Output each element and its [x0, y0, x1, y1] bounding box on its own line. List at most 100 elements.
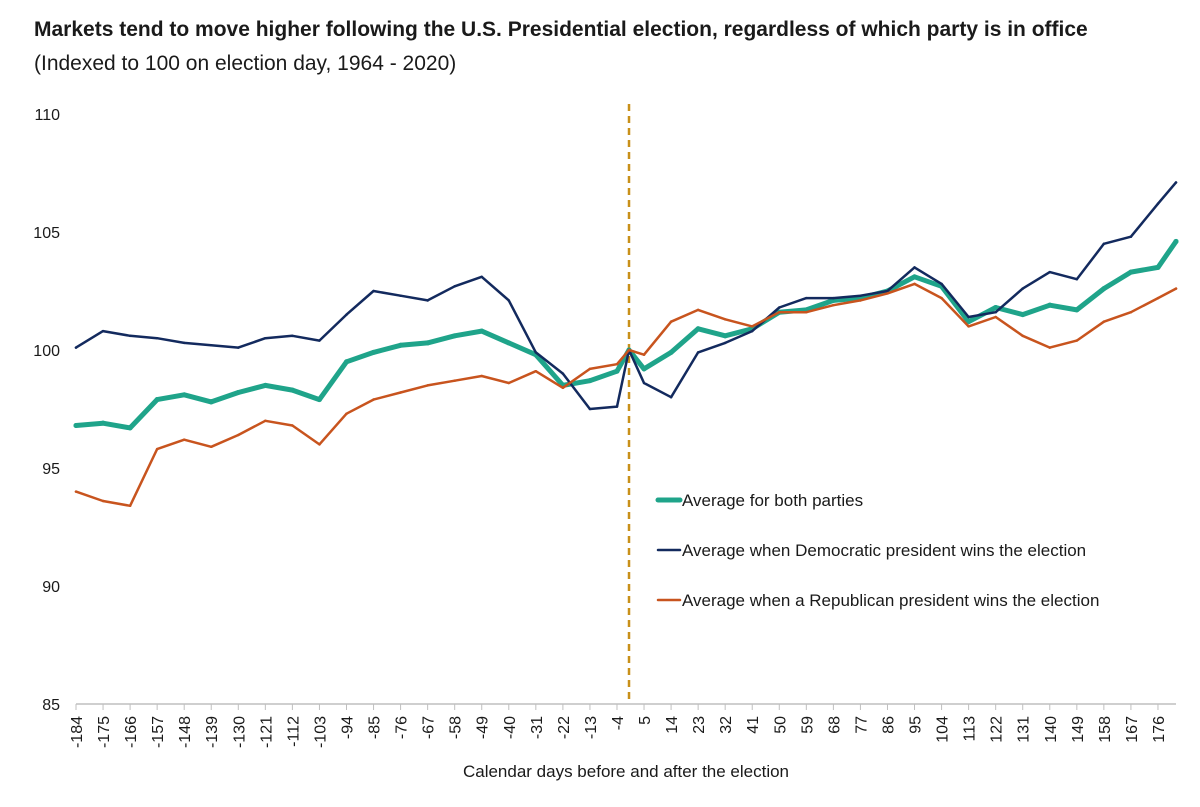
data-point [426, 384, 429, 387]
x-tick-label: -67 [421, 716, 438, 739]
data-point [587, 378, 593, 384]
data-point [1047, 302, 1053, 308]
data-point [588, 407, 592, 411]
data-point [506, 340, 512, 346]
x-tick-label: 41 [745, 716, 762, 734]
data-point [1020, 312, 1026, 318]
data-point [453, 285, 456, 288]
data-point [696, 351, 700, 354]
x-tick-label: -112 [285, 716, 302, 747]
x-tick-label: 59 [799, 716, 816, 734]
data-point [967, 325, 970, 328]
x-tick-label: 167 [1124, 716, 1141, 743]
data-point [1102, 242, 1106, 246]
data-point [291, 334, 294, 338]
legend: Average for both parties Average when Dem… [655, 491, 1099, 610]
x-tick-label: 68 [826, 716, 843, 734]
x-tick-label: 113 [962, 716, 979, 742]
data-point [1156, 296, 1160, 300]
x-tick-label: 50 [772, 716, 789, 734]
data-point [859, 294, 862, 297]
data-point [345, 313, 348, 316]
data-point [480, 275, 483, 279]
legend-label-3: Average when a Republican president wins… [682, 591, 1099, 610]
data-point [453, 379, 456, 382]
x-tick-label: -76 [394, 716, 411, 739]
x-tick-label: 149 [1070, 716, 1087, 743]
data-point [1074, 307, 1080, 313]
data-point [1129, 235, 1133, 238]
data-point [805, 310, 808, 314]
data-point [264, 336, 267, 340]
y-tick-label: 90 [42, 579, 60, 596]
legend-label-2: Average when Democratic president wins t… [682, 541, 1086, 560]
data-point [1174, 287, 1178, 290]
data-point [100, 420, 106, 426]
x-tick-label: -49 [475, 716, 492, 739]
data-point [1075, 339, 1079, 342]
x-tick-label: 5 [637, 716, 654, 725]
data-point [74, 490, 78, 493]
data-point [723, 318, 727, 321]
x-tick-label: -139 [204, 716, 221, 748]
data-point [343, 359, 349, 365]
x-tick-label: -58 [448, 716, 465, 739]
data-point [994, 310, 997, 314]
x-tick-label: 95 [908, 716, 925, 734]
data-point [886, 289, 889, 293]
chart-title: Markets tend to move higher following th… [34, 18, 1088, 41]
data-point [669, 320, 673, 323]
y-tick-label: 110 [34, 107, 60, 124]
data-point [967, 315, 970, 319]
data-point [994, 315, 997, 319]
data-point [1155, 264, 1161, 270]
data-point [507, 299, 511, 302]
x-tick-label: -4 [610, 716, 627, 730]
data-point [345, 412, 348, 415]
data-point [452, 333, 458, 339]
data-point [886, 292, 889, 295]
data-point [534, 369, 538, 373]
x-tick-label: 14 [664, 716, 681, 734]
data-point [627, 348, 631, 352]
chart-subtitle: (Indexed to 100 on election day, 1964 - … [34, 52, 457, 75]
data-point [1101, 286, 1107, 292]
x-tick-label: 86 [880, 716, 897, 734]
y-tick-label: 105 [33, 225, 60, 242]
data-point [913, 282, 916, 286]
data-point [372, 398, 375, 401]
data-point [318, 339, 321, 342]
data-point [399, 391, 402, 394]
data-point [291, 424, 294, 427]
data-point [209, 445, 213, 449]
data-point [425, 340, 431, 346]
data-point [479, 328, 485, 334]
data-point [127, 425, 133, 431]
x-tick-label: -148 [177, 716, 194, 748]
data-point [318, 443, 321, 446]
data-point [264, 419, 267, 423]
data-point [966, 319, 972, 325]
x-tick-label: -94 [339, 716, 356, 739]
data-point [832, 296, 835, 300]
data-point [778, 310, 781, 314]
data-point [101, 499, 105, 503]
data-point [181, 392, 187, 398]
data-point [235, 389, 241, 395]
data-point [1075, 277, 1079, 281]
data-point [426, 299, 429, 302]
data-point [209, 344, 213, 347]
x-tick-label: 32 [718, 716, 735, 734]
x-axis-title: Calendar days before and after the elect… [463, 762, 789, 781]
data-point [399, 294, 402, 297]
data-point [859, 299, 862, 302]
data-point [316, 397, 322, 403]
x-tick-label: -40 [502, 716, 519, 739]
data-point [722, 333, 728, 339]
data-point [128, 334, 132, 338]
data-point [588, 367, 592, 371]
series-line-2 [74, 181, 1178, 411]
data-point [1128, 269, 1134, 275]
data-point [614, 368, 620, 374]
